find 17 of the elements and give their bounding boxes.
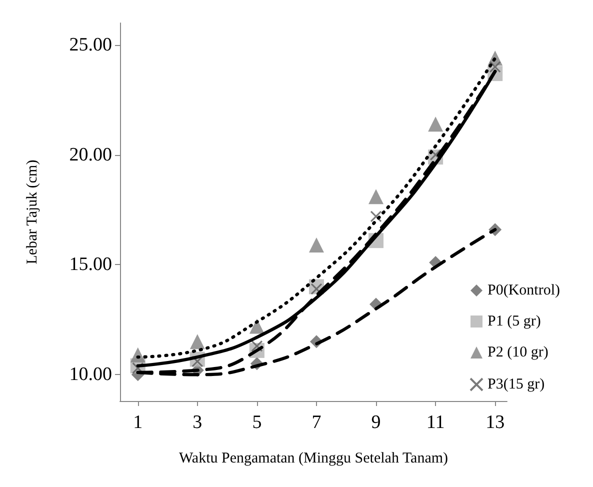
y-axis-title: Lebar Tajuk (cm)	[24, 160, 40, 264]
y-tick-label: 15.00	[69, 254, 112, 276]
x-tick-label: 5	[252, 412, 262, 433]
legend-label: P3(15 gr)	[488, 376, 545, 392]
y-tick-label: 20.00	[69, 144, 112, 166]
x-tick-label: 7	[312, 412, 322, 433]
x-tick-label: 3	[192, 412, 202, 433]
x-axis-title: Waktu Pengamatan (Minggu Setelah Tanam)	[178, 450, 448, 466]
y-tick-label: 10.00	[69, 364, 112, 386]
y-tick-label: 25.00	[69, 34, 112, 56]
x-tick-label: 13	[486, 412, 505, 433]
x-tick-label: 11	[426, 412, 445, 433]
legend-label: P1 (5 gr)	[488, 314, 541, 330]
x-tick-label: 1	[133, 412, 143, 433]
legend-label: P2 (10 gr)	[488, 344, 548, 360]
legend-label: P0(Kontrol)	[488, 282, 560, 298]
x-tick-label: 9	[371, 412, 381, 433]
